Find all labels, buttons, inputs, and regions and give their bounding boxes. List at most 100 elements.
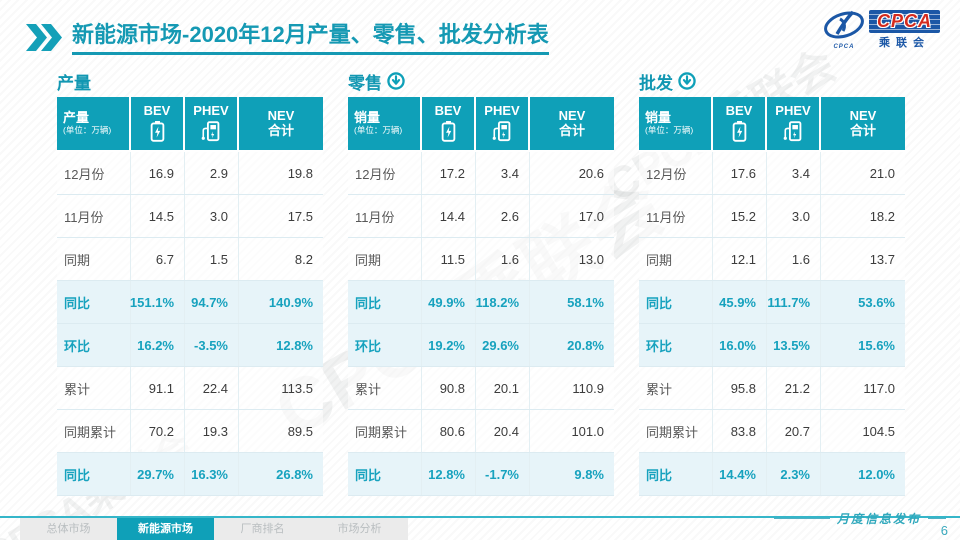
publication-title: 月度信息发布	[836, 512, 921, 526]
first-col-title: 销量	[354, 110, 381, 126]
row-label: 同比	[348, 281, 422, 323]
cell-value: 16.3%	[185, 453, 239, 495]
table-row: 环比 19.2% 29.6% 20.8%	[348, 324, 614, 367]
cell-value: 111.7%	[767, 281, 821, 323]
table-row: 同期累计 80.6 20.4 101.0	[348, 410, 614, 453]
footer-tab[interactable]: 厂商排名	[214, 518, 311, 540]
cell-value: 20.8%	[567, 337, 604, 353]
footer-tabs: 总体市场 新能源市场 厂商排名 市场分析	[20, 518, 408, 540]
table-body: 12月份 17.6 3.4 21.0 11月份 15.2 3.0 18.2 同期 12.1 1.6 1…	[639, 150, 905, 496]
cell-value: 6.7	[131, 238, 185, 280]
cell-value: 13.5%	[767, 324, 821, 366]
footer-tab[interactable]: 市场分析	[311, 518, 408, 540]
cell-value: 12.1	[713, 238, 767, 280]
cell-value: 3.4	[767, 152, 821, 194]
cell-value: 17.5	[287, 208, 313, 224]
cell-value: 95.8	[713, 367, 767, 409]
table-row: 环比 16.2% -3.5% 12.8%	[57, 324, 323, 367]
row-label: 同期	[639, 238, 713, 280]
cell-value: 17.2	[422, 152, 476, 194]
row-label: 同期累计	[639, 410, 713, 452]
arrow-down-circle-icon	[678, 72, 696, 90]
table-body: 12月份 16.9 2.9 19.8 11月份 14.5 3.0 17.5 同期 6.7 1.5 8.…	[57, 150, 323, 496]
cell-value: 29.7%	[131, 453, 185, 495]
row-label: 11月份	[639, 195, 713, 237]
table-row: 累计 90.8 20.1 110.9	[348, 367, 614, 410]
row-label: 同比	[639, 453, 713, 495]
cell-value: 91.1	[131, 367, 185, 409]
column-header-phev: PHEV	[476, 97, 530, 150]
cell-value: 58.1%	[567, 294, 604, 310]
row-label: 11月份	[57, 195, 131, 237]
table-row: 累计 95.8 21.2 117.0	[639, 367, 905, 410]
cell-value: 110.9	[572, 380, 604, 396]
row-label: 环比	[57, 324, 131, 366]
cell-value: 19.3	[185, 410, 239, 452]
column-header-metric: 销量 (单位：万辆)	[348, 97, 422, 150]
cell-value: 3.0	[185, 195, 239, 237]
row-label: 同期累计	[57, 410, 131, 452]
cell-value: 15.2	[713, 195, 767, 237]
title-row: 新能源市场-2020年12月产量、零售、批发分析表	[26, 20, 549, 56]
cell-value: 90.8	[422, 367, 476, 409]
table-header-row: 销量 (单位：万辆) BEV PHEV NEV 合计	[348, 97, 614, 150]
first-col-unit: (单位：万辆)	[354, 125, 403, 136]
table-row: 同比 12.8% -1.7% 9.8%	[348, 453, 614, 496]
cell-value: 104.5	[862, 423, 895, 439]
table-row: 同期 6.7 1.5 8.2	[57, 238, 323, 281]
cell-value: 29.6%	[476, 324, 530, 366]
charger-icon	[492, 121, 512, 143]
first-col-title: 销量	[645, 110, 672, 126]
cell-value: 8.2	[294, 251, 313, 267]
cpca-wordmark: CPCA	[876, 11, 932, 31]
publication-line-left	[773, 518, 830, 519]
table-row: 同比 49.9% 118.2% 58.1%	[348, 281, 614, 324]
column-header-bev: BEV	[131, 97, 185, 150]
table-row: 环比 16.0% 13.5% 15.6%	[639, 324, 905, 367]
cell-value: 18.2	[869, 208, 895, 224]
row-label: 12月份	[639, 152, 713, 194]
battery-icon	[441, 121, 456, 143]
cell-value: 14.5	[131, 195, 185, 237]
table-header-row: 销量 (单位：万辆) BEV PHEV NEV 合计	[639, 97, 905, 150]
section-head: 产量	[57, 70, 323, 93]
table-row: 同比 45.9% 111.7% 53.6%	[639, 281, 905, 324]
cell-value: 17.0	[578, 208, 604, 224]
section-title: 批发	[639, 73, 673, 93]
cell-value: 1.6	[476, 238, 530, 280]
column-header-nev: NEV 合计	[239, 97, 323, 150]
row-label: 累计	[57, 367, 131, 409]
table-row: 12月份 16.9 2.9 19.8	[57, 152, 323, 195]
column-header-phev: PHEV	[767, 97, 821, 150]
cpca-emblem-icon: CPCA	[823, 10, 865, 50]
table-row: 同比 151.1% 94.7% 140.9%	[57, 281, 323, 324]
cell-value: 89.5	[287, 423, 313, 439]
row-label: 同期累计	[348, 410, 422, 452]
table-row: 同期 12.1 1.6 13.7	[639, 238, 905, 281]
table-body: 12月份 17.2 3.4 20.6 11月份 14.4 2.6 17.0 同期 11.5 1.6 1…	[348, 150, 614, 496]
cell-value: 12.8%	[422, 453, 476, 495]
row-label: 同比	[57, 453, 131, 495]
cpca-wordmark-box: CPCA	[868, 10, 940, 33]
cell-value: 70.2	[131, 410, 185, 452]
cell-value: 118.2%	[476, 281, 530, 323]
arrow-down-circle-icon	[387, 72, 405, 90]
column-header-metric: 销量 (单位：万辆)	[639, 97, 713, 150]
cell-value: 49.9%	[422, 281, 476, 323]
emblem-caption: CPCA	[833, 44, 855, 50]
column-header-phev: PHEV	[185, 97, 239, 150]
page-title-rest: -2020年12月产量、零售、批发分析表	[182, 22, 549, 47]
footer-tab[interactable]: 总体市场	[20, 518, 117, 540]
column-header-nev: NEV 合计	[821, 97, 905, 150]
column-header-bev: BEV	[422, 97, 476, 150]
table-row: 同比 29.7% 16.3% 26.8%	[57, 453, 323, 496]
page-title-bold: 新能源市场	[72, 22, 183, 47]
table-row: 12月份 17.2 3.4 20.6	[348, 152, 614, 195]
data-table: 零售 销量 (单位：万辆) BEV PHEV NEV 合计 12月份 17.2 3.4 20…	[348, 70, 614, 496]
first-col-unit: (单位：万辆)	[63, 125, 112, 136]
row-label: 同期	[57, 238, 131, 280]
footer-tab[interactable]: 新能源市场	[117, 518, 214, 540]
cell-value: 13.0	[578, 251, 604, 267]
cell-value: 17.6	[713, 152, 767, 194]
cell-value: -1.7%	[476, 453, 530, 495]
